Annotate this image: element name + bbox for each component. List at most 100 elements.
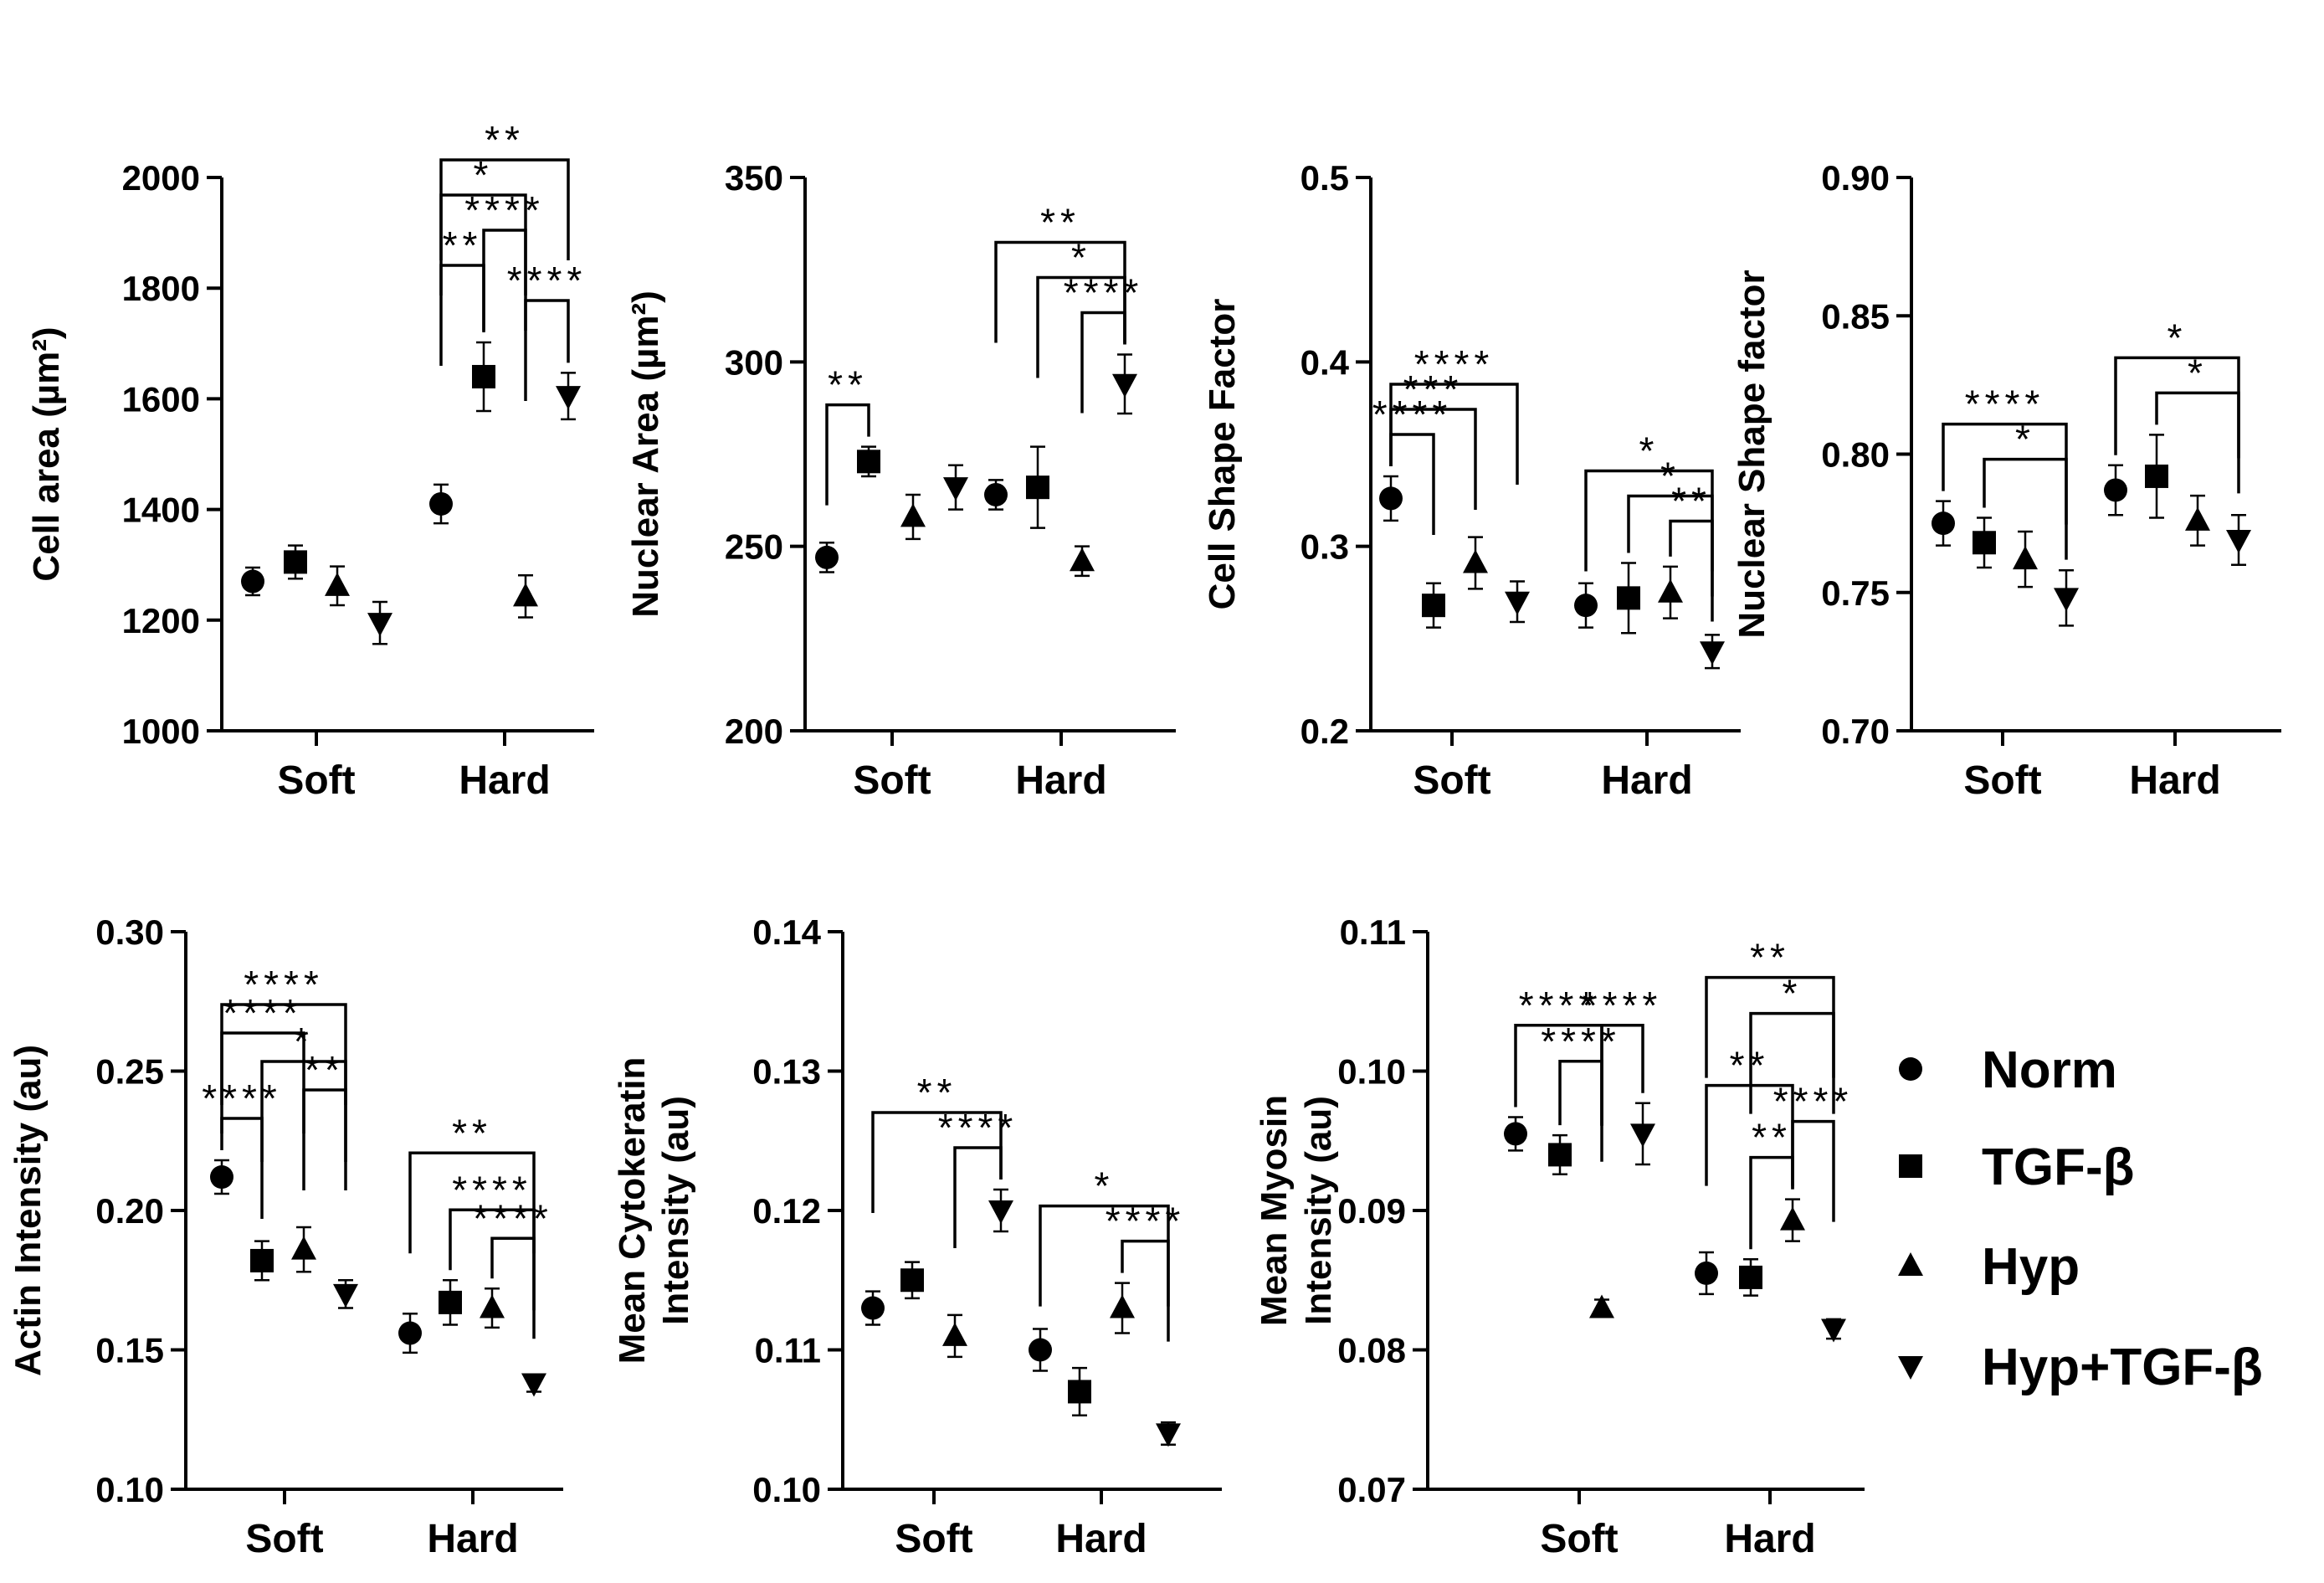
data-point-triangle-up [1780, 1206, 1805, 1231]
data-point-triangle-up [1463, 549, 1488, 573]
significance-stars: **** [473, 1196, 553, 1240]
x-tick-label: Soft [895, 1517, 972, 1561]
x-tick-label: Hard [1724, 1517, 1815, 1561]
significance-stars: **** [1583, 984, 1663, 1027]
y-tick-label: 250 [725, 527, 783, 567]
data-point-triangle-down [988, 1200, 1013, 1224]
data-point-triangle-down [367, 613, 392, 637]
significance-bracket [1558, 1060, 1603, 1162]
chart-panel-5: 0.10 0.15 0.20 0.25 0.30 Soft Hard Actin Intens… [8, 912, 563, 1561]
significance-stars: * [1071, 236, 1091, 280]
significance-bracket [1749, 1155, 1794, 1250]
significance-bracket [1749, 1011, 1835, 1114]
significance-stars: **** [452, 1168, 532, 1211]
data-point-triangle-up [900, 503, 926, 527]
y-tick-label: 1400 [122, 491, 200, 530]
significance-stars: **** [464, 188, 545, 232]
y-tick-label: 0.90 [1821, 158, 1890, 198]
significance-stars: ** [1750, 936, 1790, 979]
y-axis-label: Mean Cytokeratin [612, 1057, 653, 1365]
chart-panel-4: 0.70 0.75 0.80 0.85 0.90 Soft Hard Nuclear Shap… [1731, 158, 2281, 803]
significance-bracket [1791, 1119, 1835, 1222]
data-point-triangle-up [291, 1236, 316, 1260]
x-tick-label: Soft [245, 1517, 323, 1561]
y-tick-label: 0.5 [1301, 158, 1349, 198]
data-point-circle [1504, 1122, 1527, 1146]
significance-stars: * [2168, 316, 2188, 359]
significance-bracket [871, 1111, 1003, 1214]
significance-stars: **** [938, 1106, 1018, 1149]
y-axis-label: Cell Shape Factor [1202, 299, 1243, 610]
data-point-triangle-up [1110, 1294, 1135, 1318]
data-point-circle [1695, 1261, 1718, 1285]
x-tick-label: Hard [1015, 758, 1106, 803]
significance-bracket [408, 1151, 536, 1254]
significance-stars: **** [1064, 271, 1144, 315]
data-point-circle [398, 1321, 422, 1345]
data-point-square [284, 550, 307, 574]
data-point-square [439, 1290, 462, 1314]
significance-bracket [439, 264, 485, 366]
data-point-square [2145, 464, 2168, 488]
significance-bracket [2155, 391, 2240, 494]
data-point-triangle-up [325, 572, 350, 596]
y-tick-label: 1800 [122, 269, 200, 308]
data-point-triangle-up [942, 1322, 967, 1346]
significance-stars: **** [1541, 1020, 1621, 1063]
significance-stars: ** [1040, 201, 1080, 244]
x-tick-label: Hard [459, 758, 550, 803]
significance-stars: ** [1752, 1116, 1792, 1159]
legend: Norm TGF-β Hyp Hyp+TGF-β [1898, 1041, 2263, 1396]
y-tick-label: 0.14 [752, 912, 821, 952]
data-point-triangle-up [513, 583, 538, 607]
significance-bracket [1389, 433, 1435, 535]
x-tick-label: Hard [2129, 758, 2220, 803]
data-point-square [857, 450, 880, 474]
y-tick-label: 0.15 [95, 1331, 164, 1370]
y-tick-label: 0.25 [95, 1052, 164, 1092]
y-axis-label: Intensity (au) [1298, 1096, 1339, 1325]
significance-bracket [2114, 356, 2240, 459]
data-point-triangle-down [943, 477, 968, 501]
y-tick-label: 0.10 [1337, 1052, 1406, 1092]
significance-stars: ** [443, 224, 483, 267]
y-tick-label: 0.08 [1337, 1331, 1406, 1370]
y-tick-label: 0.11 [755, 1331, 821, 1370]
data-point-square [900, 1268, 924, 1293]
y-tick-label: 0.12 [752, 1191, 821, 1231]
data-point-triangle-up [1658, 578, 1683, 603]
y-axis-label: Nuclear Shape factor [1731, 270, 1772, 638]
data-point-triangle-up [2013, 546, 2038, 570]
data-point-triangle-up [480, 1294, 505, 1318]
y-tick-label: 350 [725, 158, 783, 198]
data-point-triangle-down [521, 1373, 546, 1397]
chart-panel-7: 0.07 0.08 0.09 0.10 0.11 Soft Hard Mean Myosin I… [1254, 912, 1865, 1561]
significance-bracket [1705, 975, 1835, 1078]
data-point-triangle-down [1700, 641, 1725, 666]
significance-stars: ** [1671, 479, 1711, 522]
y-axis-label: Cell area (µm²) [26, 326, 67, 581]
data-point-triangle-down [1630, 1123, 1655, 1148]
significance-stars: **** [1519, 984, 1599, 1027]
significance-bracket [1669, 519, 1714, 622]
significance-bracket [524, 299, 570, 401]
data-point-square [1026, 475, 1049, 500]
y-tick-label: 1000 [122, 712, 200, 751]
y-axis-label: Actin Intensity (au) [8, 1045, 49, 1376]
y-tick-label: 0.20 [95, 1191, 164, 1231]
y-tick-label: 1600 [122, 379, 200, 419]
significance-stars: **** [507, 259, 587, 302]
significance-stars: ** [452, 1111, 492, 1154]
data-point-triangle-down [1156, 1423, 1181, 1447]
x-tick-label: Soft [1413, 758, 1490, 803]
y-tick-label: 0.75 [1821, 573, 1890, 613]
significance-stars: * [2015, 418, 2035, 461]
x-tick-label: Soft [1540, 1517, 1618, 1561]
y-tick-label: 0.09 [1337, 1191, 1406, 1231]
significance-bracket [302, 1088, 347, 1191]
significance-stars: * [1639, 429, 1660, 472]
data-point-triangle-down [1505, 591, 1530, 615]
significance-stars: **** [1965, 383, 2045, 426]
